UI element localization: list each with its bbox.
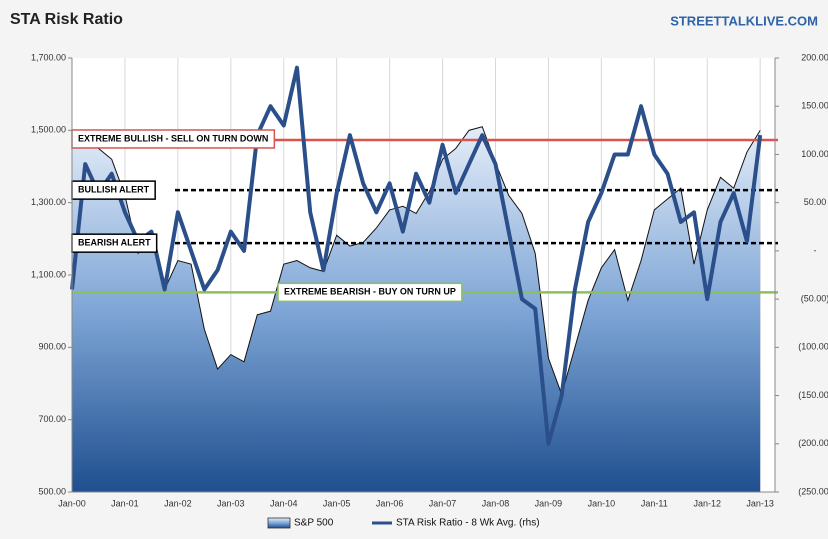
area [72,126,761,492]
annotation-box [277,282,463,303]
chart-subtitle: STREETTALKLIVE.COM [670,13,818,28]
chart-title: STA Risk Ratio [10,11,123,28]
y2-tick-label: (200.00) [798,438,828,448]
legend-label: S&P 500 [294,518,334,529]
y2-tick-label: (150.00) [798,390,828,400]
y2-tick-label: (250.00) [798,486,828,496]
annotation-label: EXTREME BULLISH - SELL ON TURN DOWN [78,133,268,143]
x-tick-label: Jan-07 [429,498,457,508]
x-tick-label: Jan-10 [588,498,616,508]
x-tick-label: Jan-06 [376,498,404,508]
y2-tick-label: 100.00 [801,149,828,159]
y-tick-label: 900.00 [38,342,66,352]
legend-swatch [267,517,291,529]
y2-tick-label: 50.00 [804,197,827,207]
x-tick-label: Jan-09 [535,498,563,508]
x-tick-label: Jan-01 [111,498,139,508]
x-tick-label: Jan-00 [58,498,86,508]
legend-label: STA Risk Ratio - 8 Wk Avg. (rhs) [396,518,540,529]
annotation-label: BULLISH ALERT [78,185,150,195]
x-tick-label: Jan-08 [482,498,510,508]
area-edge [71,126,761,396]
x-tick-label: Jan-03 [217,498,245,508]
y2-tick-label: (50.00) [801,293,828,303]
y2-tick-label: 200.00 [801,52,828,62]
annotation-label: BEARISH ALERT [78,238,151,248]
line [70,65,763,446]
y2-tick-label: (100.00) [798,342,828,352]
x-tick-label: Jan-13 [746,498,774,508]
y-tick-label: 700.00 [38,414,66,424]
x-tick-label: Jan-02 [164,498,192,508]
x-tick-label: Jan-11 [641,498,668,508]
y-tick-label: 500.00 [38,486,66,496]
x-tick-label: Jan-05 [323,498,351,508]
annotation-label: EXTREME BEARISH - BUY ON TURN UP [284,287,456,297]
plot: Jan-00 Jan-01 Jan-02 Jan-03 Jan-04 Jan-05 Jan-… [31,52,828,528]
y2-tick-label: 150.00 [801,101,828,111]
y-tick-label: 1,300.00 [31,197,66,207]
y2-tick-label: - [814,245,817,255]
y-tick-label: 1,700.00 [31,52,66,62]
y-tick-label: 1,100.00 [31,269,66,279]
x-tick-label: Jan-12 [693,498,721,508]
y-tick-label: 1,500.00 [31,125,66,135]
x-tick-label: Jan-04 [270,498,298,508]
